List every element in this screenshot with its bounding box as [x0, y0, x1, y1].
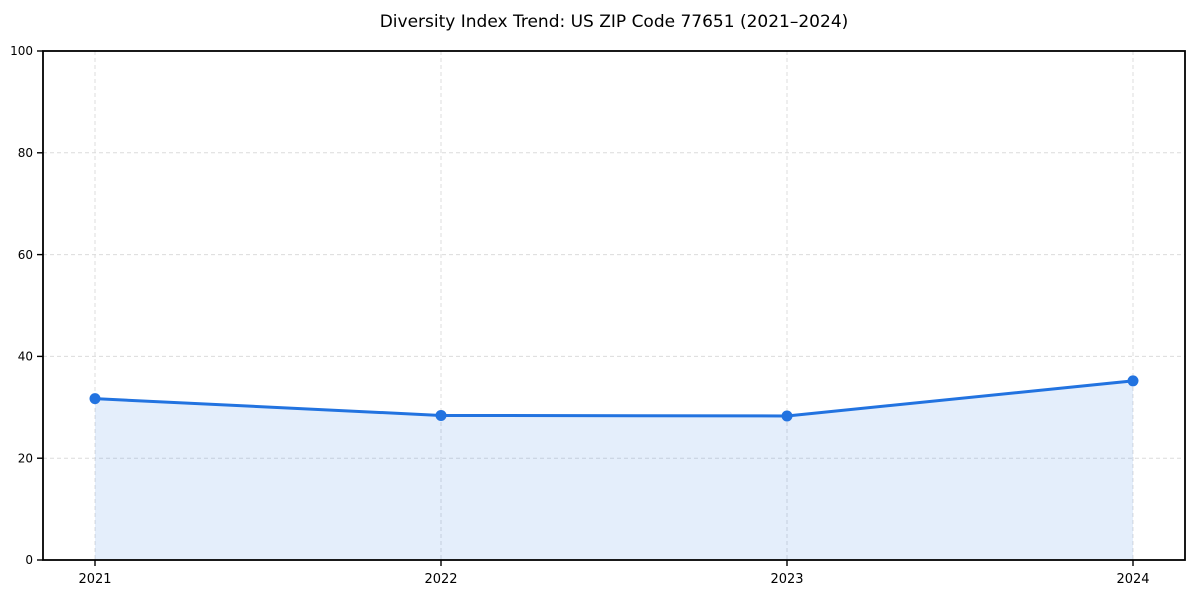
trend-line: [93, 379, 1135, 418]
plot-border: [42, 50, 1186, 561]
x-tick-label: 2021: [78, 572, 111, 587]
y-tick-label: 40: [18, 350, 33, 364]
data-point-marker: [1127, 375, 1139, 387]
x-tick-label: 2024: [1116, 572, 1149, 587]
x-tick-label: 2022: [424, 572, 457, 587]
y-tick-label: 80: [18, 146, 33, 160]
chart-title: Diversity Index Trend: US ZIP Code 77651…: [379, 12, 849, 32]
data-point-marker: [781, 410, 793, 422]
y-tick-label: 20: [18, 451, 33, 465]
area-fill: [95, 380, 1133, 560]
data-point-marker: [89, 393, 101, 405]
y-tick-label: 100: [10, 44, 33, 58]
y-tick-label: 60: [18, 248, 33, 262]
y-tick-label: 0: [25, 553, 33, 567]
data-point-marker: [435, 409, 447, 421]
x-tick-label: 2023: [770, 572, 803, 587]
